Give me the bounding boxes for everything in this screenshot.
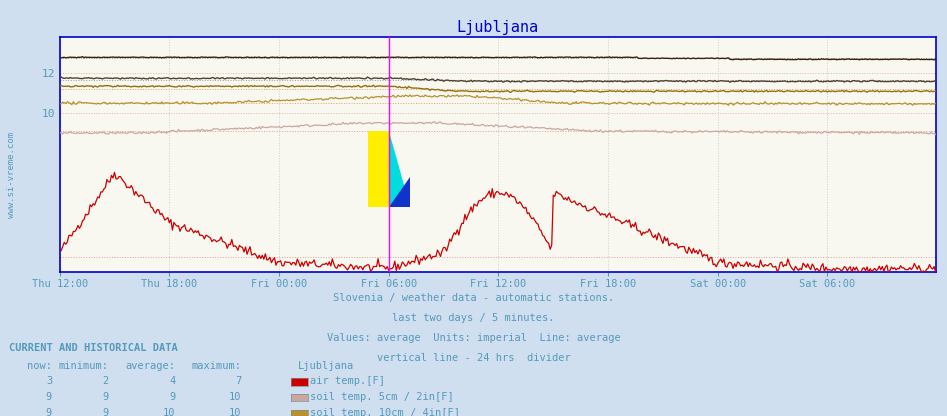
Text: 10: 10 — [229, 408, 241, 416]
Text: average:: average: — [125, 361, 175, 371]
Text: 9: 9 — [169, 392, 175, 402]
Text: 10: 10 — [163, 408, 175, 416]
Text: vertical line - 24 hrs  divider: vertical line - 24 hrs divider — [377, 353, 570, 363]
Text: maximum:: maximum: — [191, 361, 241, 371]
Text: Values: average  Units: imperial  Line: average: Values: average Units: imperial Line: av… — [327, 333, 620, 343]
Text: now:: now: — [27, 361, 52, 371]
Text: 9: 9 — [102, 392, 109, 402]
Text: soil temp. 10cm / 4in[F]: soil temp. 10cm / 4in[F] — [310, 408, 459, 416]
Text: 7: 7 — [235, 376, 241, 386]
Text: 9: 9 — [102, 408, 109, 416]
Text: Ljubljana: Ljubljana — [298, 361, 354, 371]
Title: Ljubljana: Ljubljana — [456, 20, 539, 35]
Text: air temp.[F]: air temp.[F] — [310, 376, 384, 386]
Text: 9: 9 — [45, 408, 52, 416]
Text: 3: 3 — [45, 376, 52, 386]
Text: 9: 9 — [45, 392, 52, 402]
Text: 10: 10 — [229, 392, 241, 402]
Text: 4: 4 — [169, 376, 175, 386]
Text: www.si-vreme.com: www.si-vreme.com — [7, 132, 16, 218]
Text: 2: 2 — [102, 376, 109, 386]
Text: minimum:: minimum: — [59, 361, 109, 371]
Text: soil temp. 5cm / 2in[F]: soil temp. 5cm / 2in[F] — [310, 392, 454, 402]
Text: last two days / 5 minutes.: last two days / 5 minutes. — [392, 313, 555, 323]
Text: CURRENT AND HISTORICAL DATA: CURRENT AND HISTORICAL DATA — [9, 343, 178, 353]
Text: Slovenia / weather data - automatic stations.: Slovenia / weather data - automatic stat… — [333, 293, 614, 303]
